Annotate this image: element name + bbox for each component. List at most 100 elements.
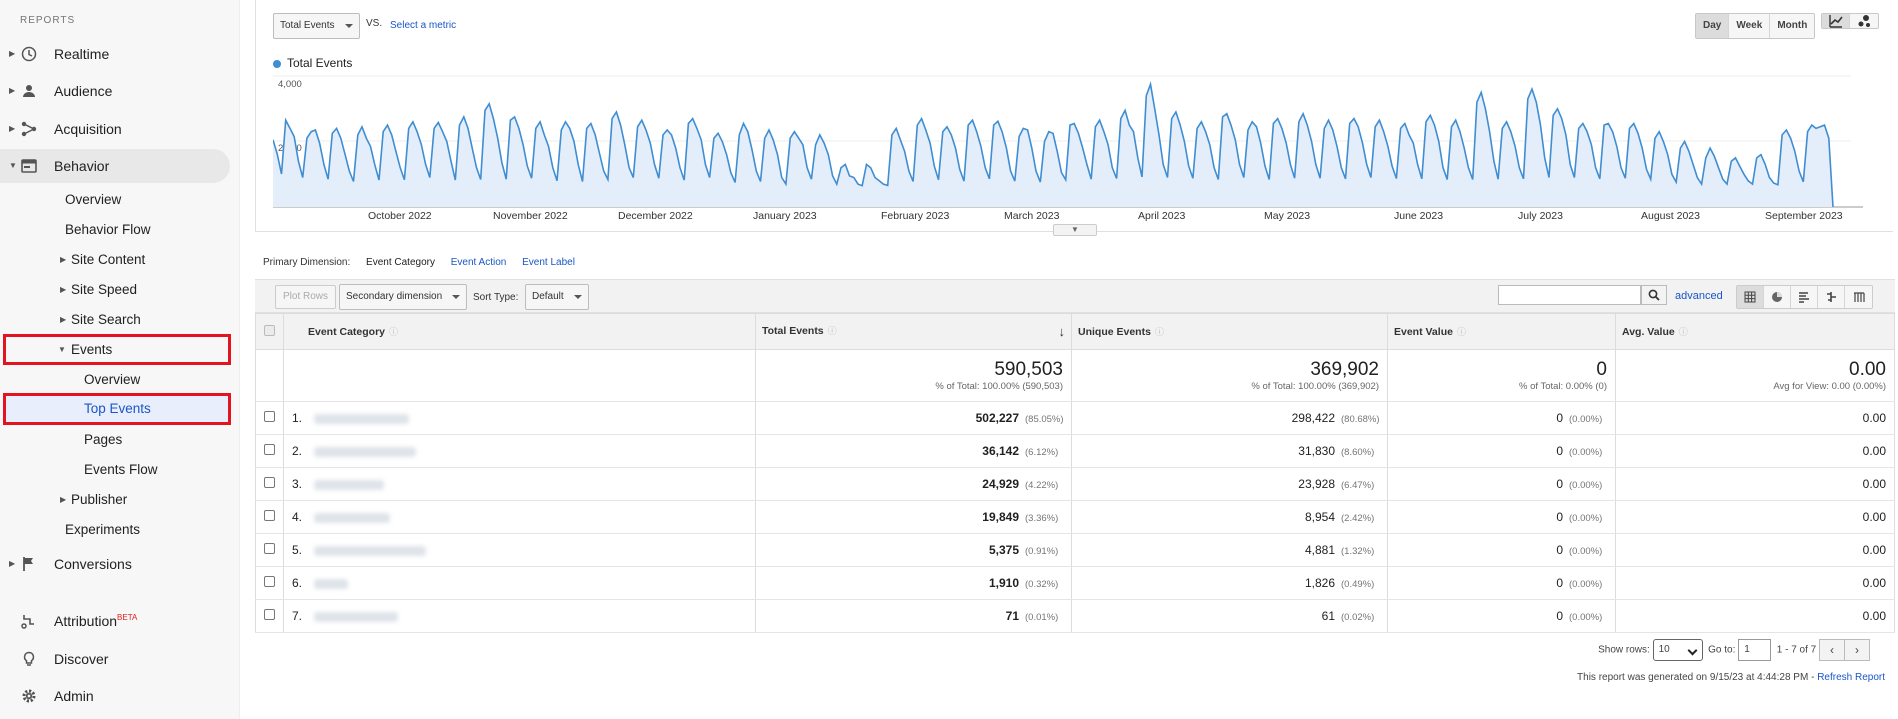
event-category-header[interactable]: Event Category ⓘ — [283, 313, 756, 350]
help-icon: ⓘ — [1456, 327, 1466, 337]
sidebar-item-label: Conversions — [54, 556, 132, 572]
sidebar-item-discover[interactable]: Discover — [0, 642, 230, 676]
sidebar-item-audience[interactable]: ▶ Audience — [0, 74, 230, 108]
table-row: 4. 19,849 (3.36%) 8,954 (2.42%) 0 (0.00%) 0.00 — [255, 500, 1895, 534]
sidebar-item-pages[interactable]: Pages — [84, 432, 123, 447]
day-button[interactable]: Day — [1696, 14, 1730, 38]
avg-value-header[interactable]: Avg. Value ⓘ — [1615, 313, 1895, 350]
pivot-view-button[interactable] — [1845, 286, 1872, 308]
sidebar-item-acquisition[interactable]: ▶ Acquisition — [0, 112, 230, 146]
comparison-icon — [1827, 292, 1836, 302]
row-checkbox[interactable] — [264, 609, 275, 620]
row-index: 5. — [292, 543, 303, 557]
sidebar-item-label: Attribution — [54, 613, 118, 629]
event-value-value: 0 — [1556, 477, 1563, 491]
sidebar-item-attribution[interactable]: AttributionBETA — [0, 604, 230, 638]
sidebar-item-experiments[interactable]: Experiments — [65, 522, 141, 537]
refresh-report-link[interactable]: Refresh Report — [1817, 672, 1885, 683]
sort-desc-icon: ↓ — [1058, 324, 1066, 339]
row-checkbox[interactable] — [264, 576, 275, 587]
pie-chart-icon — [1772, 292, 1782, 302]
prev-page-button[interactable]: ‹ — [1819, 639, 1845, 661]
event-category-link-redacted[interactable] — [314, 611, 398, 622]
line-chart-button[interactable] — [1822, 14, 1850, 28]
event-category-link-redacted[interactable] — [314, 413, 409, 424]
table-view-button[interactable] — [1737, 286, 1764, 308]
event-category-link-redacted[interactable] — [314, 479, 384, 490]
week-button[interactable]: Week — [1729, 14, 1771, 38]
sidebar-item-behavior-flow[interactable]: Behavior Flow — [65, 222, 151, 237]
event-category-link-redacted[interactable] — [314, 446, 416, 457]
comparison-view-button[interactable] — [1818, 286, 1845, 308]
dimension-event-action[interactable]: Event Action — [450, 257, 507, 268]
select-all-checkbox[interactable] — [264, 324, 275, 336]
chart-collapse-handle[interactable]: ▼ — [1053, 224, 1097, 236]
dimension-event-label[interactable]: Event Label — [522, 257, 575, 268]
goto-label: Go to: — [1708, 644, 1736, 656]
unique-events-value: 23,928 — [1298, 477, 1335, 491]
table-search-input[interactable] — [1498, 285, 1641, 305]
event-category-link-redacted[interactable] — [314, 512, 390, 523]
total-events-value: 1,910 — [988, 576, 1019, 590]
caret-right-icon: ▶ — [9, 124, 16, 133]
sidebar-item-events-flow[interactable]: Events Flow — [84, 462, 158, 477]
row-checkbox[interactable] — [264, 477, 275, 488]
secondary-dimension-dropdown[interactable]: Secondary dimension — [339, 284, 467, 310]
caret-down-icon: ▼ — [9, 161, 17, 170]
event-value-value: 0 — [1556, 510, 1563, 524]
sidebar-item-site-content[interactable]: ▶ Site Content — [60, 247, 145, 273]
advanced-filter-link[interactable]: advanced — [1675, 290, 1723, 302]
metric-selector[interactable]: Total Events — [273, 13, 360, 39]
next-page-button[interactable]: › — [1844, 639, 1870, 661]
sidebar-item-admin[interactable]: Admin — [0, 679, 230, 713]
event-value-value: 0 — [1556, 576, 1563, 590]
sidebar-item-events[interactable]: ▼ Events — [58, 337, 112, 363]
total-events-pct: (6.12%) — [1025, 447, 1059, 458]
sidebar: REPORTS ▶ Realtime ▶ Audience ▶ Acquisit… — [0, 0, 240, 719]
unique-events-total: 369,902 — [1310, 359, 1379, 380]
sidebar-item-events-overview[interactable]: Overview — [84, 372, 141, 387]
select-all-header — [255, 313, 284, 350]
caret-right-icon: ▶ — [9, 86, 16, 95]
motion-chart-button[interactable] — [1850, 14, 1878, 28]
sort-type-dropdown[interactable]: Default — [525, 284, 589, 310]
sidebar-item-behavior-overview[interactable]: Overview — [65, 192, 122, 207]
event-value-header[interactable]: Event Value ⓘ — [1387, 313, 1616, 350]
show-rows-select[interactable]: 10 — [1652, 639, 1703, 661]
row-checkbox[interactable] — [264, 510, 275, 521]
reports-section-label: REPORTS — [20, 15, 76, 26]
row-checkbox[interactable] — [264, 411, 275, 422]
performance-view-button[interactable] — [1791, 286, 1818, 308]
table-view-toggle — [1736, 285, 1873, 309]
sidebar-item-behavior[interactable]: ▼ Behavior — [0, 149, 230, 183]
event-value-pct: (0.00%) — [1569, 579, 1603, 590]
row-checkbox[interactable] — [264, 543, 275, 554]
sidebar-item-top-events[interactable]: Top Events — [6, 396, 228, 422]
sidebar-item-publisher[interactable]: ▶ Publisher — [60, 487, 127, 513]
event-category-link-redacted[interactable] — [314, 545, 426, 556]
primary-dimension-bar: Primary Dimension: Event Category Event … — [263, 257, 588, 268]
select-metric-link[interactable]: Select a metric — [390, 20, 457, 31]
attribution-icon — [21, 615, 34, 629]
event-category-link-redacted[interactable] — [314, 578, 348, 589]
total-events-total: 590,503 — [994, 359, 1063, 380]
total-events-value: 502,227 — [975, 411, 1019, 425]
search-button[interactable] — [1641, 285, 1667, 305]
goto-page-input[interactable]: 1 — [1738, 639, 1772, 661]
x-tick-label: March 2023 — [1004, 210, 1060, 222]
pie-view-button[interactable] — [1764, 286, 1791, 308]
month-button[interactable]: Month — [1777, 20, 1808, 31]
total-events-value: 19,849 — [982, 510, 1019, 524]
total-events-header[interactable]: Total Events ⓘ ↓ — [755, 313, 1072, 350]
unique-events-header[interactable]: Unique Events ⓘ — [1071, 313, 1388, 350]
event-value-pct: (0.00%) — [1569, 480, 1603, 491]
line-chart — [273, 75, 1863, 208]
y-tick-label: 4,000 — [278, 79, 302, 90]
sidebar-item-site-search[interactable]: ▶ Site Search — [60, 307, 141, 333]
sidebar-item-site-speed[interactable]: ▶ Site Speed — [60, 277, 137, 303]
plot-rows-button[interactable]: Plot Rows — [275, 285, 337, 309]
sidebar-item-conversions[interactable]: ▶ Conversions — [0, 547, 230, 581]
dimension-event-category[interactable]: Event Category — [366, 257, 435, 268]
sidebar-item-realtime[interactable]: ▶ Realtime — [0, 37, 230, 71]
row-checkbox[interactable] — [264, 444, 275, 455]
